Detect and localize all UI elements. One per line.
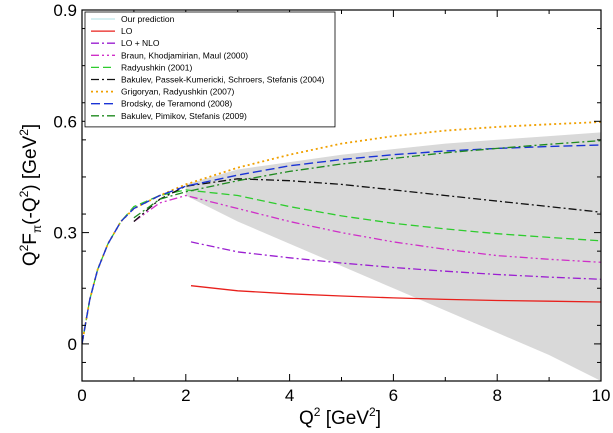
x-tick-label: 10 (592, 386, 611, 405)
y-tick-label: 0.9 (53, 1, 77, 20)
legend-label: Bakulev, Passek-Kumericki, Schroers, Ste… (121, 75, 325, 85)
legend: Our prediction LO LO + NLO Braun, Khodjamir… (84, 11, 336, 128)
series-layer (82, 121, 601, 345)
legend-label: LO + NLO (121, 38, 160, 48)
legend-label: Our prediction (121, 14, 175, 24)
y-tick-label: 0 (68, 335, 77, 354)
series-line-6 (82, 121, 601, 345)
series-line-2 (190, 241, 601, 280)
x-tick-label: 6 (389, 386, 398, 405)
y-tick-label: 0.3 (53, 224, 77, 243)
legend-box (84, 11, 336, 128)
series-line-8 (133, 139, 601, 219)
x-tick-label: 4 (285, 386, 294, 405)
legend-label: Brodsky, de Teramond (2008) (121, 99, 232, 109)
legend-label: Radyushkin (2001) (121, 62, 193, 72)
series-line-5 (133, 178, 601, 222)
x-axis-title: Q2 [GeV2] (299, 405, 381, 429)
prediction-band (185, 132, 601, 381)
prediction-band-area (185, 132, 601, 381)
x-tick-label: 8 (492, 386, 501, 405)
x-tick-label: 2 (181, 386, 190, 405)
series-line-1 (190, 285, 601, 303)
series-line-3 (133, 194, 601, 263)
legend-label: Grigoryan, Radyushkin (2007) (121, 87, 235, 97)
y-axis-title: Q2Fπ(-Q2) [GeV2] (17, 124, 44, 266)
y-tick-label: 0.6 (53, 112, 77, 131)
legend-label: Bakulev, Pimikov, Stefanis (2009) (121, 111, 247, 121)
x-tick-label: 0 (77, 386, 86, 405)
legend-label: LO (121, 26, 133, 36)
series-line-4 (82, 189, 601, 345)
legend-label: Braun, Khodjamirian, Maul (2000) (121, 50, 248, 60)
